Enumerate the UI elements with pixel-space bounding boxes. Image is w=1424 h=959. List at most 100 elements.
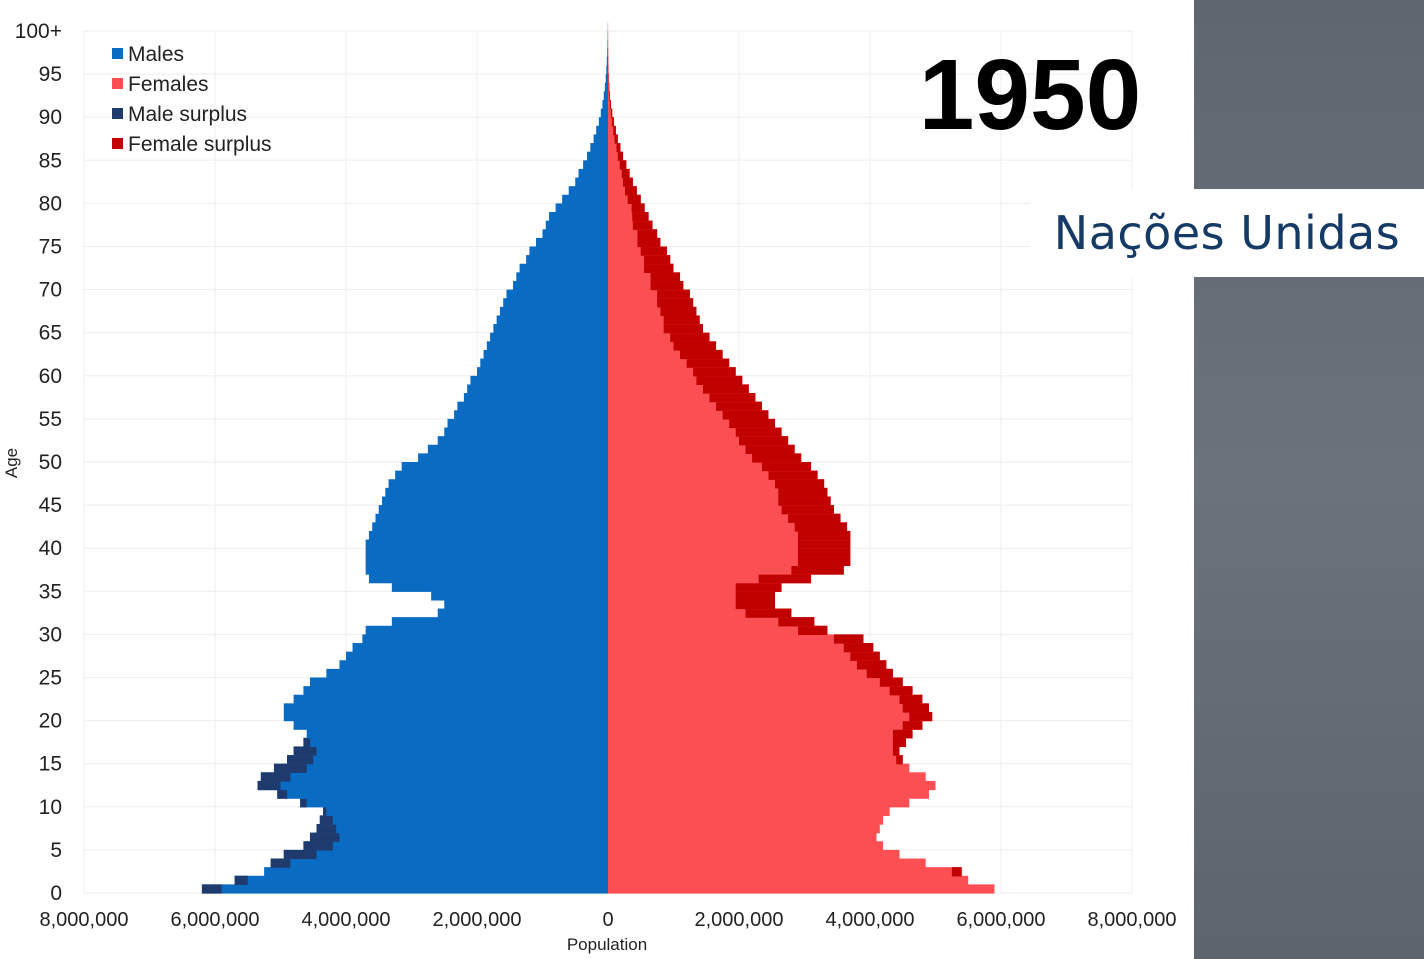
- y-tick-label: 40: [39, 537, 62, 560]
- bar-female-age-12: [608, 780, 936, 791]
- bar-female-age-76: [608, 229, 658, 239]
- side-panel: [1194, 0, 1424, 959]
- bar-female-surplus-age-23: [889, 686, 913, 696]
- y-tick-labels: 0 5 10 15 20 25 30 35 40 45 50 55 60 65 70 75 80 85 90 95 10…: [15, 20, 62, 905]
- bar-male-age-89: [598, 117, 608, 127]
- bar-male-age-84: [583, 160, 608, 170]
- bar-female-age-62: [608, 349, 723, 360]
- bar-female-surplus-age-85: [617, 151, 624, 161]
- bar-male-age-32: [437, 608, 608, 618]
- bar-female-age-26: [608, 660, 887, 670]
- bar-female-surplus-age-42: [794, 522, 848, 532]
- bar-female-surplus-age-86: [616, 143, 621, 153]
- bar-female-age-10: [608, 798, 910, 808]
- bar-female-surplus-age-21: [902, 703, 929, 713]
- bar-female-surplus-age-76: [637, 229, 658, 239]
- bar-female-age-32: [608, 608, 792, 618]
- bar-male-age-49: [401, 462, 608, 472]
- bar-male-age-51: [427, 444, 608, 454]
- year-label: 1950: [918, 39, 1142, 151]
- bar-female-surplus-age-25: [866, 668, 893, 679]
- bar-male-age-48: [395, 470, 608, 480]
- bar-female-surplus-age-80: [627, 194, 641, 204]
- bar-female-age-79: [608, 203, 645, 213]
- bar-female-surplus-age-69: [657, 289, 690, 299]
- bar-female-age-21: [608, 703, 929, 713]
- y-tick-label: 10: [39, 796, 62, 819]
- bar-female-surplus-age-82: [623, 177, 633, 187]
- bar-male-age-25: [326, 668, 608, 679]
- bar-male-surplus-age-17: [303, 737, 310, 748]
- bar-male-surplus-age-15: [287, 755, 314, 765]
- bar-female-age-31: [608, 617, 815, 627]
- bar-male-age-88: [596, 125, 608, 136]
- bar-female-age-25: [608, 668, 893, 679]
- x-tick-label: 4,000,000: [826, 909, 915, 931]
- bar-female-age-58: [608, 384, 749, 394]
- bar-female-age-45: [608, 496, 831, 506]
- x-tick-label: 6,000,000: [957, 909, 1046, 931]
- bar-female-age-42: [608, 522, 848, 532]
- bar-female-age-54: [608, 418, 776, 429]
- bar-male-surplus-age-6: [309, 832, 340, 842]
- bar-female-age-53: [608, 427, 782, 437]
- bar-male-age-97: [607, 48, 608, 58]
- bar-male-age-92: [603, 91, 608, 101]
- bar-female-age-75: [608, 237, 661, 248]
- bar-male-age-4: [283, 849, 608, 860]
- y-tick-label: 85: [39, 149, 62, 172]
- bar-female-surplus-age-39: [797, 548, 851, 558]
- bar-male-age-11: [277, 789, 608, 799]
- bar-male-age-64: [490, 332, 608, 342]
- bar-male-surplus-age-11: [277, 789, 288, 799]
- bar-female-age-27: [608, 651, 880, 661]
- bar-male-age-13: [260, 772, 608, 782]
- legend-swatch: [112, 78, 123, 89]
- bar-female-surplus-age-16: [892, 746, 900, 756]
- bar-female-age-13: [608, 772, 926, 782]
- bar-female-age-69: [608, 289, 690, 299]
- bar-female-age-67: [608, 306, 697, 317]
- bar-male-age-37: [365, 565, 608, 575]
- bar-female-surplus-age-22: [899, 694, 923, 704]
- bar-male-age-24: [309, 677, 608, 687]
- bar-female-age-50: [608, 453, 802, 463]
- bar-male-surplus-age-14: [273, 763, 307, 773]
- x-tick-label: 2,000,000: [433, 909, 522, 931]
- bars-layer: [201, 22, 995, 894]
- bar-male-age-29: [362, 634, 608, 644]
- bar-male-age-23: [303, 686, 608, 696]
- bar-female-age-73: [608, 255, 671, 265]
- bar-female-surplus-age-48: [768, 470, 818, 480]
- bar-female-age-8: [608, 815, 884, 825]
- bar-female-age-71: [608, 272, 681, 282]
- bar-male-age-72: [519, 263, 608, 273]
- bar-male-age-52: [437, 436, 608, 446]
- bar-male-age-91: [602, 99, 608, 110]
- bar-female-surplus-age-18: [892, 729, 913, 739]
- bar-female-age-41: [608, 530, 851, 541]
- bar-male-age-75: [535, 237, 608, 248]
- bar-male-age-6: [309, 832, 608, 842]
- bar-female-age-72: [608, 263, 674, 273]
- bar-female-age-90: [608, 108, 613, 118]
- bar-female-surplus-age-79: [631, 203, 645, 213]
- bar-male-age-82: [575, 177, 608, 187]
- legend-label: Male surplus: [128, 103, 247, 126]
- bar-female-age-0: [608, 884, 995, 894]
- bar-female-age-63: [608, 341, 717, 351]
- bar-female-surplus-age-50: [752, 453, 802, 463]
- bar-male-age-56: [457, 401, 608, 411]
- bar-male-age-94: [605, 74, 608, 84]
- bar-female-age-35: [608, 582, 782, 592]
- bar-male-age-41: [368, 530, 608, 541]
- bar-male-age-18: [306, 729, 608, 739]
- bar-male-age-73: [526, 255, 608, 265]
- source-label: Nações Unidas: [1053, 206, 1401, 260]
- bar-female-surplus-age-81: [625, 186, 637, 196]
- bar-female-age-84: [608, 160, 627, 170]
- bar-female-age-65: [608, 324, 703, 334]
- bar-female-age-48: [608, 470, 818, 480]
- bar-female-age-43: [608, 513, 841, 523]
- x-tick-label: 2,000,000: [695, 909, 784, 931]
